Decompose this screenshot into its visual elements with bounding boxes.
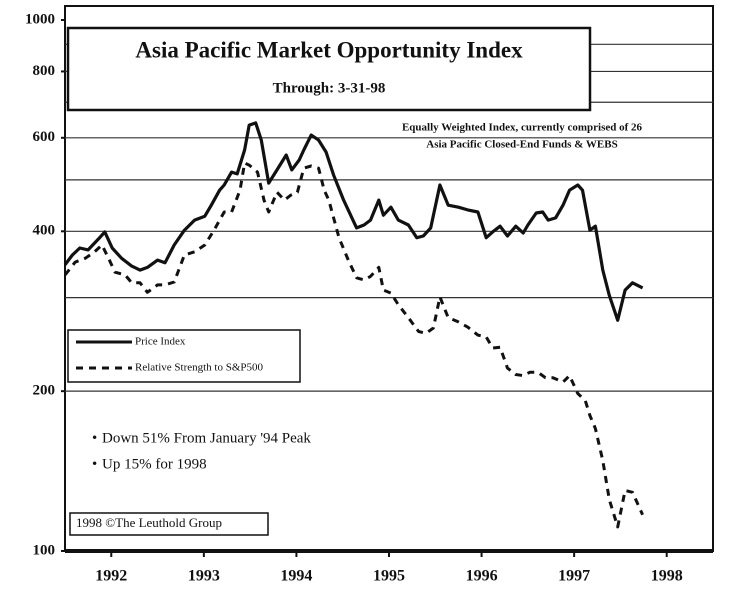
y-tick-label: 100 bbox=[33, 542, 56, 558]
x-tick-label: 1998 bbox=[651, 568, 683, 585]
note-bullet: • bbox=[92, 456, 97, 472]
legend-label: Relative Strength to S&P500 bbox=[135, 362, 264, 374]
axes: 100 200 400 600 800 1000 1992 1993 1994 1995 1996 1… bbox=[25, 11, 713, 585]
note: Down 51% From January '94 Peak bbox=[102, 430, 311, 446]
annotation: Equally Weighted Index, currently compri… bbox=[402, 122, 643, 134]
y-tick-label: 600 bbox=[33, 129, 56, 145]
x-tick-label: 1997 bbox=[558, 568, 590, 585]
chart-subtitle: Through: 3-31-98 bbox=[273, 80, 386, 96]
x-tick-label: 1996 bbox=[466, 568, 498, 585]
y-tick-label: 400 bbox=[33, 223, 56, 239]
series-line bbox=[63, 121, 644, 322]
x-tick-label: 1995 bbox=[373, 568, 405, 585]
x-tick-label: 1994 bbox=[280, 568, 312, 585]
y-tick-label: 800 bbox=[33, 63, 56, 79]
lines bbox=[63, 121, 644, 529]
x-tick-label: 1992 bbox=[95, 568, 127, 585]
y-tick-label: 200 bbox=[33, 383, 56, 399]
note-bullet: • bbox=[92, 430, 97, 446]
copyright: 1998 ©The Leuthold Group bbox=[76, 515, 222, 530]
note: Up 15% for 1998 bbox=[102, 456, 207, 472]
chart-title: Asia Pacific Market Opportunity Index bbox=[135, 37, 523, 62]
series-line bbox=[63, 161, 644, 529]
legend: Price Index Relative Strength to S&P500 bbox=[76, 336, 264, 374]
y-tick-label: 1000 bbox=[25, 11, 55, 27]
title-box bbox=[66, 26, 592, 112]
legend-box bbox=[67, 329, 301, 383]
annotation: Asia Pacific Closed-End Funds & WEBS bbox=[426, 139, 617, 151]
copyright-box bbox=[69, 512, 269, 536]
legend-label: Price Index bbox=[135, 336, 186, 348]
x-tick-label: 1993 bbox=[188, 568, 220, 585]
